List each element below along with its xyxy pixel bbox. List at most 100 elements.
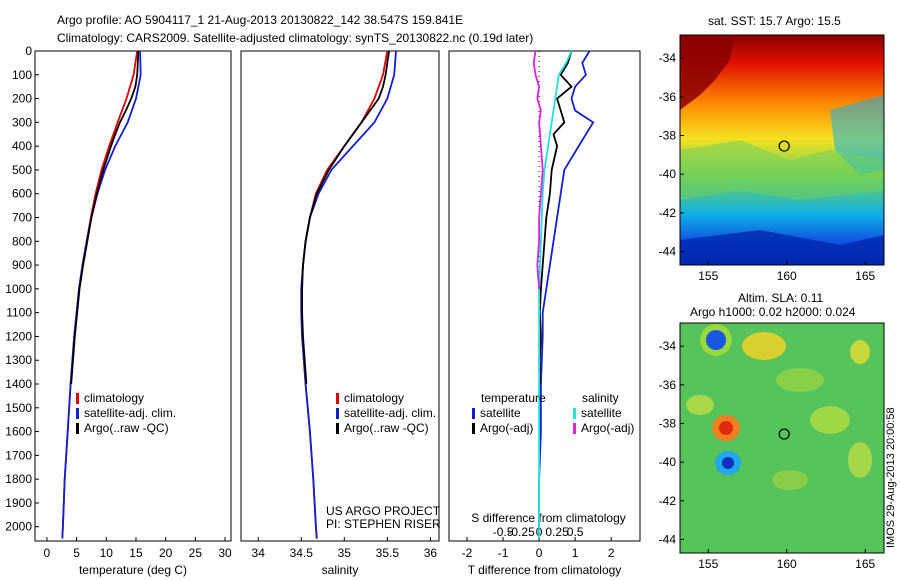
secondary-axis-title: S difference from climatology: [471, 511, 626, 525]
x-tick-label: 0: [536, 546, 543, 560]
sla-blob: [850, 340, 870, 364]
legend-label: Argo(..raw -QC): [84, 421, 169, 435]
sst-dark-blue: [680, 230, 884, 265]
legend-swatch: [76, 393, 79, 404]
x-tick-label: 34: [252, 546, 266, 560]
header-line1: Argo profile: AO 5904117_1 21-Aug-2013 2…: [57, 13, 463, 27]
salinity-panel: 34 34.5 35 35.5 36 salinity climatologysatelli…: [240, 50, 440, 577]
sla-map-frame: [679, 322, 885, 554]
y-tick-label: 700: [12, 211, 32, 225]
sla-blob: [706, 330, 726, 350]
panel-frame: [448, 50, 641, 542]
y-tick-label: 600: [12, 187, 32, 201]
legend-label: satellite: [581, 406, 622, 420]
y-tick-label: 1800: [5, 472, 32, 486]
x-axis-label: T difference from climatology: [468, 563, 622, 577]
y-tick-label: -38: [659, 129, 677, 143]
y-tick-label: 1500: [5, 401, 32, 415]
x-tick-label: 15: [129, 546, 143, 560]
series-line-argo-raw-qc-: [70, 50, 140, 385]
x-tick-label: 2: [608, 546, 615, 560]
x-tick-label: 1: [572, 546, 579, 560]
legend-label: Argo(..raw -QC): [344, 421, 429, 435]
y-tick-label: 1600: [5, 425, 32, 439]
x-tick-label: 165: [855, 269, 875, 283]
y-tick-label: -42: [659, 206, 677, 220]
sst-map-axes: 155 160 165 -34 -36 -38 -40 -42 -44: [659, 51, 876, 283]
temperature-panel: 0 5 10 15 20 25 300100200300400500600700800900…: [5, 44, 232, 577]
y-tick-label: 400: [12, 139, 32, 153]
sla-blob: [719, 421, 733, 435]
x-axis-label: salinity: [322, 563, 359, 577]
y-tick-label: -34: [659, 51, 677, 65]
y-tick-label: -40: [659, 167, 677, 181]
credit-pi: PI: STEPHEN RISER: [326, 517, 441, 531]
top-tick-label: 0.25: [545, 525, 569, 539]
y-tick-label: -44: [659, 244, 677, 258]
sla-blob: [772, 470, 808, 490]
legend-swatch: [472, 408, 475, 419]
timestamp-stamp: IMOS 29-Aug-2013 20:00:58: [885, 407, 897, 548]
sst-map-title: sat. SST: 15.7 Argo: 15.5: [708, 14, 841, 28]
series-line-salinity-argo-adj-: [532, 50, 544, 289]
x-tick-label: 165: [855, 557, 875, 571]
legend-swatch: [336, 423, 339, 434]
y-tick-label: 1200: [5, 329, 32, 343]
legend-swatch: [336, 408, 339, 419]
sst-warm-patch: [680, 35, 735, 110]
y-tick-label: -40: [659, 455, 677, 469]
y-tick-label: 200: [12, 92, 32, 106]
top-tick-label: -0.5: [493, 525, 514, 539]
legend-swatch: [472, 423, 475, 434]
sla-map-subtitle: Argo h1000: 0.02 h2000: 0.024: [690, 305, 856, 319]
x-tick-label: 155: [698, 557, 718, 571]
legend-label: climatology: [84, 391, 144, 405]
legend-swatch: [76, 408, 79, 419]
y-tick-label: -36: [659, 90, 677, 104]
top-tick-label: -0.25: [507, 525, 535, 539]
sst-green-band: [680, 140, 884, 200]
legend-header: salinity: [582, 391, 619, 405]
panel-frame: [34, 50, 232, 542]
legend-label: satellite-adj. clim.: [344, 406, 436, 420]
y-tick-label: 900: [12, 258, 32, 272]
series-line-satellite-adj-clim-: [61, 50, 142, 539]
y-tick-label: -42: [659, 494, 677, 508]
y-tick-label: 500: [12, 163, 32, 177]
y-tick-label: 1000: [5, 282, 32, 296]
series-line-temperature-satellite: [538, 50, 595, 539]
series-line-argo-raw-qc-: [301, 50, 390, 385]
credit-project: US ARGO PROJECT: [326, 504, 441, 518]
x-tick-label: 34.5: [290, 546, 314, 560]
x-tick-label: -1: [498, 546, 509, 560]
legend-swatch: [573, 408, 576, 419]
y-tick-label: 100: [12, 68, 32, 82]
legend-swatch: [76, 423, 79, 434]
sla-blob: [722, 457, 734, 469]
y-tick-label: -38: [659, 417, 677, 431]
y-tick-label: 0: [25, 44, 32, 58]
x-tick-label: 10: [100, 546, 114, 560]
float-position-marker: [778, 140, 790, 152]
sla-map-axes: 155 160 165 -34 -36 -38 -40 -42 -44: [659, 339, 876, 571]
x-tick-label: 5: [73, 546, 80, 560]
sla-blob: [848, 442, 872, 478]
difference-panel: -2 -1 0 1 2-0.5-0.25 0 0.250.5T difference fro…: [448, 50, 641, 577]
legend-label: satellite: [480, 406, 521, 420]
legend-label: Argo(-adj): [480, 421, 533, 435]
legend-swatch: [336, 393, 339, 404]
legend-label: Argo(-adj): [581, 421, 634, 435]
sla-blob: [742, 332, 786, 360]
y-tick-label: 800: [12, 234, 32, 248]
header-line2: Climatology: CARS2009. Satellite-adjuste…: [57, 31, 533, 45]
sla-blob: [686, 395, 714, 415]
y-tick-label: 2000: [5, 520, 32, 534]
x-axis-label: temperature (deg C): [79, 563, 187, 577]
legend-label: climatology: [344, 391, 404, 405]
y-tick-label: -36: [659, 378, 677, 392]
x-tick-label: 155: [698, 269, 718, 283]
y-tick-label: 1400: [5, 377, 32, 391]
x-tick-label: 160: [777, 557, 797, 571]
sla-blob: [810, 406, 850, 434]
